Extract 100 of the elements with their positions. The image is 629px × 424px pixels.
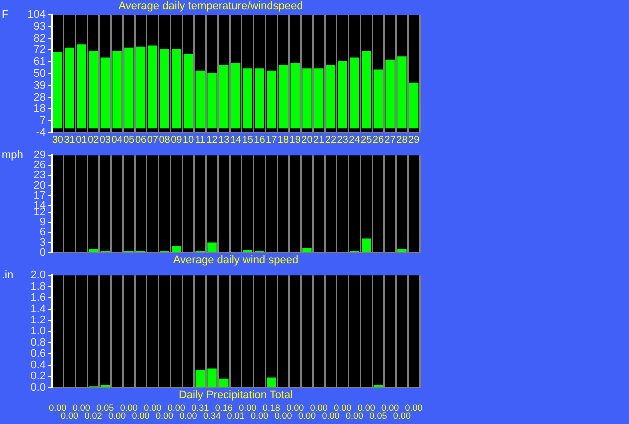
bar [255,68,264,129]
x-tick-label: 20 [302,134,314,146]
bar [362,51,372,129]
y-tick-label: 72 [34,44,46,56]
y-tick-label: 0.8 [30,336,46,349]
bar [266,70,276,129]
x-tick-label: 14 [230,134,242,146]
bar [220,65,229,129]
data-label: 0.34 [203,410,222,421]
x-tick-label: 03 [100,134,112,146]
x-tick-label: 02 [88,134,100,146]
data-label: 0.31 [192,402,210,413]
bar [100,384,110,388]
y-tick-label: 7 [40,115,46,128]
x-tick-label: 08 [159,134,171,146]
x-tick-label: 18 [278,134,290,146]
x-tick-label: 23 [337,134,349,146]
y-tick-label: 2.0 [30,270,46,282]
bar [196,370,206,388]
data-label: 0.00 [49,402,67,413]
x-tick-label: 26 [372,134,384,146]
y-tick-label: 9 [40,216,46,229]
data-label: 0.00 [346,410,364,421]
bar [88,249,98,252]
x-tick-label: 10 [182,134,195,146]
bar [196,70,206,129]
bar [172,246,182,252]
bar [148,46,158,129]
y-tick-label: 18 [34,103,46,116]
y-tick-label: 104 [28,9,46,22]
y-tick-label: 0 [40,246,46,259]
y-tick-label: 50 [34,68,46,80]
bar [278,65,288,129]
y-tick-label: 1.2 [30,314,46,327]
bar [160,49,170,129]
y-tick-label: 1.0 [30,326,46,338]
bar [208,242,217,252]
data-label: 0.00 [120,402,138,413]
x-tick-label: 19 [290,134,302,146]
x-tick-label: 12 [206,134,218,146]
y-tick-label: 0.4 [30,359,46,372]
data-label: 0.00 [334,402,352,413]
x-tick-label: 22 [325,134,337,146]
bar [314,68,324,129]
data-label: 0.00 [156,410,174,421]
data-label: 0.00 [239,402,257,413]
x-tick-label: 27 [384,134,396,146]
data-label: 0.00 [250,410,269,421]
x-tick-label: 29 [408,134,420,146]
bar [231,63,241,129]
data-label: 0.16 [215,402,233,413]
x-tick-label: 17 [266,134,278,146]
bar [302,248,312,252]
y-tick-label: 26 [34,160,46,172]
y-tick-label: 61 [34,56,46,68]
chart-title: Average daily temperature/windspeed [118,0,304,13]
bar [112,51,122,129]
data-label: 0.18 [262,402,280,413]
bar [65,48,74,129]
bar [208,73,217,129]
x-tick-label: 07 [147,134,159,146]
x-tick-label: 06 [135,134,148,146]
y-tick-label: 93 [34,21,46,34]
x-tick-label: 16 [254,134,266,146]
x-tick-label: 04 [112,134,124,146]
y-tick-label: 0.2 [30,370,46,383]
y-axis-title: .in [2,270,14,282]
y-tick-label: 1.4 [30,303,46,316]
x-axis-title: Daily Precipitation Total [178,389,294,402]
bar [77,44,86,129]
data-label: 0.00 [393,410,411,421]
bar [220,378,229,388]
data-label: 0.05 [96,402,114,413]
x-tick-label: 21 [314,134,326,146]
data-label: 0.05 [370,410,388,421]
bar [398,249,407,252]
data-label: 0.01 [227,410,245,421]
bar [243,68,252,129]
bar [374,70,384,129]
bar [124,48,134,129]
data-label: 0.00 [358,402,376,413]
y-tick-label: 3 [40,236,46,249]
x-tick-label: 13 [218,134,230,146]
data-label: 0.00 [298,410,316,421]
data-label: 0.00 [310,402,328,413]
y-tick-label: 1.8 [30,280,46,293]
y-tick-label: 1.6 [30,292,46,304]
data-label: 0.00 [144,402,162,413]
bar [374,384,384,388]
y-tick-label: -4 [36,127,46,140]
data-label: 0.00 [168,402,186,413]
bar [172,49,182,129]
y-tick-label: 39 [34,80,46,92]
data-label: 0.00 [382,402,400,413]
y-tick-label: 82 [34,33,46,46]
bar [302,68,312,129]
y-tick-label: 0.6 [30,348,46,360]
bar [208,368,217,388]
x-tick-label: 09 [171,134,183,146]
bar [88,51,98,129]
